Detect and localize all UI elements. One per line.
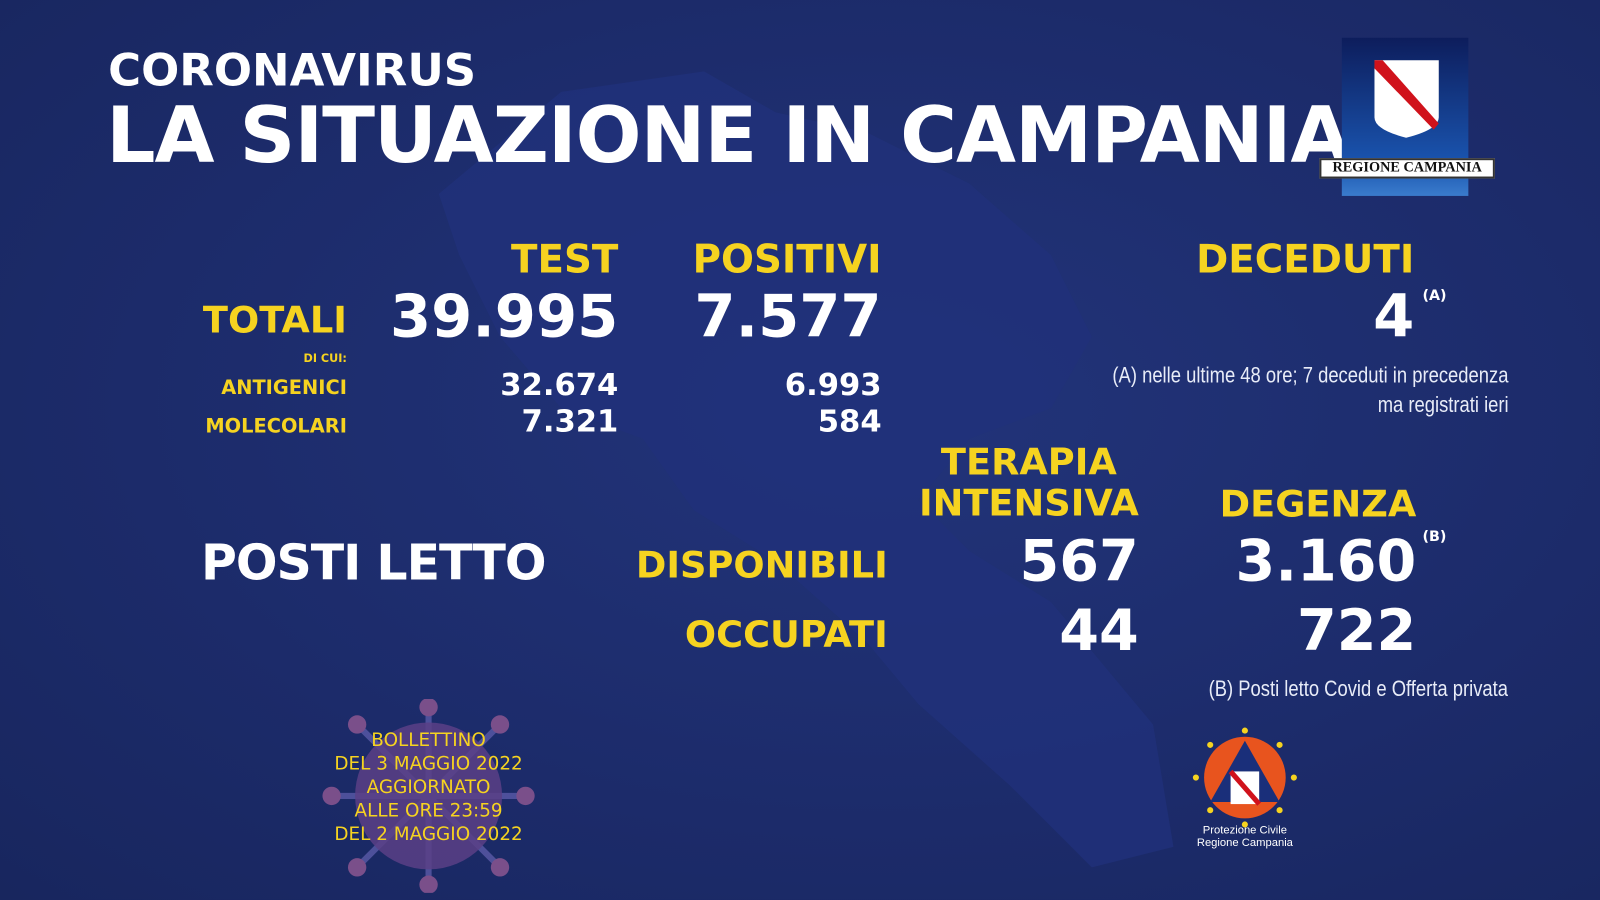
totali-positivi: 7.577 [694,281,882,352]
note-b: (B) Posti letto Covid e Offerta privata [1208,675,1509,702]
note-a-line1: (A) nelle ultime 48 ore; 7 deceduti in p… [1112,362,1509,388]
antigenici-test: 32.674 [500,367,619,404]
posti-letto-label: POSTI LETTO [201,534,547,592]
coat-of-arms-icon [1374,60,1439,138]
disponibili-terapia-intensiva: 567 [1019,528,1139,595]
column-positivi: POSITIVI [692,236,882,282]
virus-icon [322,698,535,893]
column-deceduti: DECEDUTI [1196,236,1415,282]
bollettino-line4: ALLE ORE 23:59 [354,799,503,822]
occupati-label: OCCUPATI [684,614,888,657]
note-a-line2: ma registrati ieri [1377,391,1509,418]
di-cui-label: DI CUI: [303,352,347,366]
protezione-civile-label: Protezione Civile Regione Campania [1173,824,1316,848]
degenza-header: DEGENZA [1219,483,1417,526]
disponibili-degenza: 3.160 [1235,528,1417,595]
occupati-terapia-intensiva: 44 [1059,597,1139,665]
terapia-intensiva-line1: TERAPIA [940,441,1117,484]
bollettino-line1: BOLLETTINO [371,729,486,752]
antigenici-positivi: 6.993 [784,367,882,404]
note-b-mark: (B) [1422,528,1447,545]
campania-map-silhouette [438,71,1174,868]
page-title: LA SITUAZIONE IN CAMPANIA [106,89,1350,181]
molecolari-label: MOLECOLARI [205,415,347,438]
bollettino-line5: DEL 2 MAGGIO 2022 [334,823,523,845]
protezione-civile-line1: Protezione Civile [1202,824,1287,837]
molecolari-test: 7.321 [521,404,619,440]
bollettino-line3: AGGIORNATO [366,776,491,798]
regione-campania-label: REGIONE CAMPANIA [1319,158,1495,179]
totali-deceduti: 4 [1373,281,1415,352]
disponibili-label: DISPONIBILI [635,544,888,587]
totali-test: 39.995 [389,281,619,352]
header-kicker: CORONAVIRUS [108,44,477,97]
protezione-civile-logo [1192,727,1297,828]
protezione-civile-line2: Regione Campania [1196,836,1293,849]
occupati-degenza: 722 [1297,597,1417,665]
terapia-intensiva-line2: INTENSIVA [918,482,1139,525]
column-test: TEST [511,236,619,282]
terapia-intensiva-header: TERAPIA INTENSIVA [918,441,1139,525]
bollettino-line2: DEL 3 MAGGIO 2022 [334,753,523,775]
bollettino-info: BOLLETTINO DEL 3 MAGGIO 2022 AGGIORNATO … [306,729,551,846]
note-a-mark: (A) [1422,287,1447,305]
regione-campania-logo: REGIONE CAMPANIA [1319,37,1495,196]
antigenici-label: ANTIGENICI [221,376,347,399]
totali-label: TOTALI [202,299,347,342]
molecolari-positivi: 584 [817,404,882,440]
